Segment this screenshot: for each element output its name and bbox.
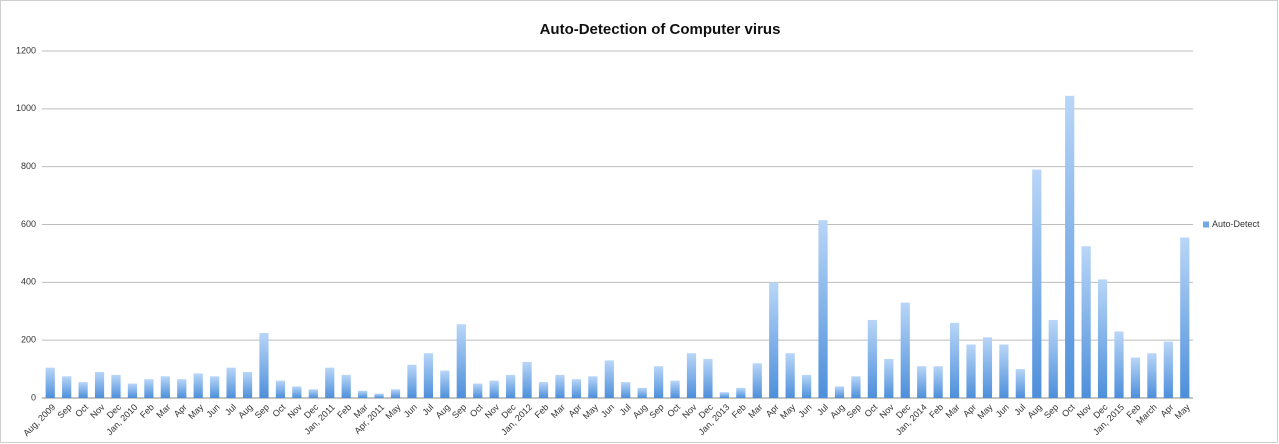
- bar: [45, 367, 55, 398]
- bar: [654, 366, 664, 398]
- bar: [177, 379, 187, 398]
- bar: [144, 379, 154, 398]
- bar: [1081, 246, 1091, 398]
- bar: [62, 376, 72, 398]
- bar: [193, 373, 203, 398]
- bar: [555, 374, 565, 398]
- chart-title: Auto-Detection of Computer virus: [540, 21, 781, 38]
- bar: [933, 366, 943, 398]
- bar: [1015, 369, 1025, 398]
- bar: [637, 387, 647, 398]
- bar: [769, 282, 779, 398]
- bar: [1048, 319, 1058, 398]
- bar: [308, 389, 318, 398]
- bar: [703, 358, 713, 398]
- bar: [210, 376, 220, 398]
- bar: [506, 374, 516, 398]
- bar: [752, 363, 762, 398]
- bar: [1097, 279, 1108, 398]
- bar: [489, 380, 499, 398]
- bar: [982, 337, 993, 398]
- bar: [851, 376, 861, 398]
- bar: [1114, 331, 1124, 398]
- y-tick-label: 1000: [16, 103, 36, 113]
- bar: [538, 382, 549, 398]
- bar: [818, 220, 828, 398]
- bar: [966, 344, 976, 398]
- bar: [604, 360, 614, 398]
- bar: [588, 376, 598, 398]
- bar: [325, 367, 335, 398]
- bar: [259, 332, 269, 398]
- bar: [670, 380, 680, 398]
- y-tick-label: 800: [21, 161, 36, 171]
- bar: [292, 386, 302, 398]
- bar: [801, 374, 812, 398]
- bar: [686, 353, 697, 398]
- y-tick-label: 1200: [16, 45, 36, 55]
- bar: [884, 358, 894, 398]
- bar: [275, 380, 286, 398]
- bar: [867, 319, 877, 398]
- bar: [522, 361, 532, 398]
- legend-swatch: [1203, 221, 1209, 228]
- bar: [390, 389, 401, 398]
- bar: [440, 370, 450, 398]
- bar: [1147, 353, 1157, 398]
- y-tick-label: 0: [31, 392, 36, 402]
- bar: [456, 324, 466, 398]
- bar: [94, 371, 105, 398]
- bar: [949, 322, 960, 398]
- bar: [374, 393, 384, 398]
- bar: [1163, 341, 1173, 398]
- bar: [111, 374, 121, 398]
- bar: [341, 374, 351, 398]
- bar: [736, 387, 746, 398]
- bar: [473, 383, 483, 398]
- bar: [127, 383, 138, 398]
- bar: [78, 382, 88, 398]
- bar: [1032, 169, 1042, 398]
- bar: [834, 386, 845, 398]
- bar: [999, 344, 1009, 398]
- bar: [358, 390, 368, 398]
- bar: [160, 376, 170, 398]
- y-tick-label: 600: [21, 219, 36, 229]
- bar: [423, 353, 434, 398]
- y-tick-label: 400: [21, 277, 36, 287]
- bar: [226, 367, 236, 398]
- bar: [242, 371, 253, 398]
- bar: [1065, 95, 1075, 398]
- bar: [571, 379, 581, 398]
- bar: [785, 353, 795, 398]
- bar: [1130, 357, 1141, 398]
- bar: [407, 364, 417, 398]
- bar: [900, 302, 910, 398]
- bar: [917, 366, 927, 398]
- y-tick-label: 200: [21, 335, 36, 345]
- bar: [1180, 237, 1190, 398]
- bar: [621, 382, 631, 398]
- bar: [719, 392, 729, 398]
- legend-label: Auto-Detect: [1212, 219, 1260, 229]
